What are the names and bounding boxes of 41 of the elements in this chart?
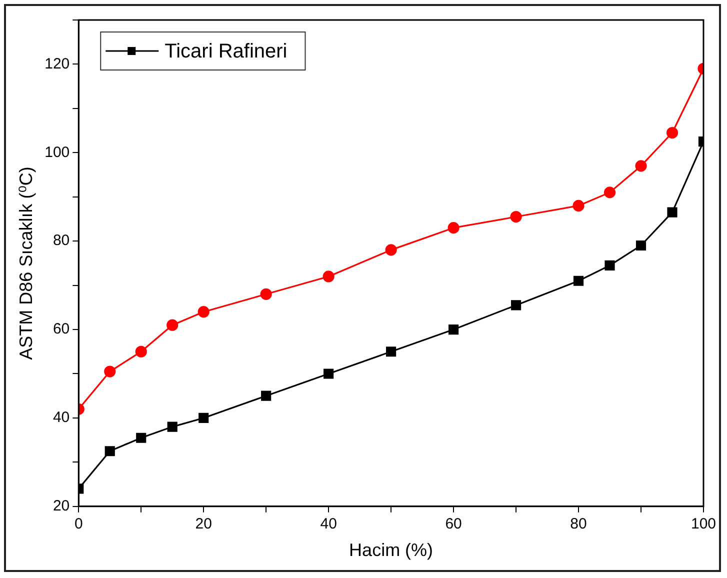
x-tick-label: 0: [74, 516, 83, 533]
point: [636, 240, 646, 251]
x-tick-label: 20: [195, 516, 212, 533]
y-tick-label: 60: [52, 320, 70, 338]
point: [386, 346, 396, 357]
point: [604, 186, 616, 198]
point: [510, 300, 522, 310]
point: [322, 270, 334, 282]
point: [198, 412, 209, 424]
point: [385, 244, 397, 256]
point: [135, 346, 147, 358]
point: [448, 222, 460, 234]
point: [666, 126, 678, 139]
point: [324, 368, 334, 379]
y-tick-label: 80: [52, 232, 70, 250]
x-tick-label: 80: [570, 516, 587, 533]
point: [510, 210, 522, 223]
point: [167, 422, 178, 432]
y-tick-label: 100: [44, 144, 70, 161]
y-tick-label: 120: [44, 55, 70, 72]
x-tick-label: 100: [690, 516, 716, 533]
point: [261, 390, 272, 401]
legend-label: Ticari Rafineri: [164, 40, 288, 63]
point: [448, 324, 459, 335]
point: [667, 207, 678, 218]
x-tick-label: 60: [445, 516, 462, 533]
point: [573, 276, 584, 286]
point: [166, 319, 178, 331]
y-axis-title: ASTM D86 Sıcaklık (⁰C): [16, 166, 36, 360]
point: [104, 446, 115, 456]
point: [136, 432, 146, 443]
point: [198, 306, 210, 318]
x-tick-label: 40: [320, 516, 337, 533]
point: [104, 366, 116, 378]
point: [604, 260, 615, 270]
point: [635, 160, 647, 172]
y-tick-label: 40: [52, 409, 70, 426]
point: [260, 288, 272, 300]
x-axis-title: Hacim (%): [349, 540, 434, 560]
point: [572, 200, 584, 212]
y-tick-label: 20: [52, 498, 70, 515]
